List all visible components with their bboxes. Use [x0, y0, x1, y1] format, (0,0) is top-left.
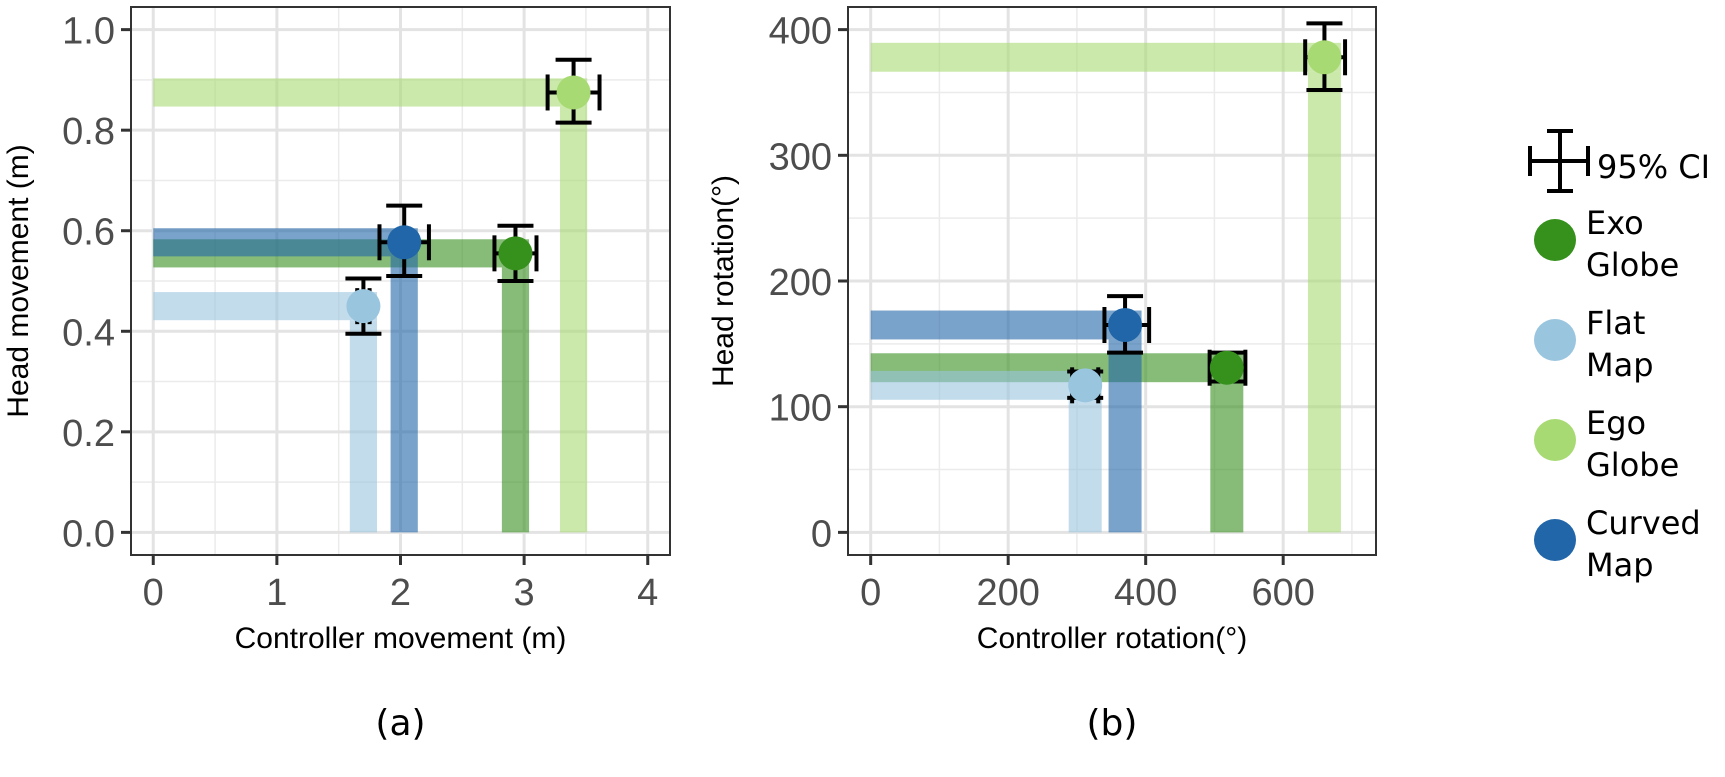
point-exo-globe — [498, 236, 533, 271]
y-tick-label: 100 — [769, 388, 832, 430]
legend-label: Map — [1586, 546, 1654, 584]
y-tick-label: 0.0 — [62, 513, 115, 555]
legend-swatch-exo-globe — [1534, 219, 1576, 261]
band-vertical-exo-globe — [1210, 382, 1244, 533]
y-axis-label: Head movement (m) — [2, 144, 35, 417]
band-horizontal-ego-globe — [870, 42, 1341, 72]
x-tick-label: 600 — [1251, 572, 1314, 614]
x-axis-label: Controller rotation(°) — [977, 622, 1247, 655]
y-tick-label: 1.0 — [62, 11, 115, 53]
legend-label: Ego — [1586, 404, 1646, 442]
legend-swatch-ego-globe — [1534, 419, 1576, 461]
y-tick-label: 0 — [811, 513, 832, 555]
point-exo-globe — [1209, 350, 1244, 385]
y-tick-label: 0.8 — [62, 111, 115, 153]
legend-label: Curved — [1586, 504, 1701, 542]
panel-b: 0 200 400 600 0 100 200 300 400 Controller rotati… — [707, 6, 1377, 744]
x-tick-label: 200 — [976, 572, 1039, 614]
band-horizontal-curved-map — [153, 228, 418, 257]
band-vertical-curved-map — [390, 256, 418, 533]
band-vertical-flat-map — [349, 320, 378, 533]
legend-swatch-curved-map — [1534, 519, 1576, 561]
x-tick-label: 4 — [637, 572, 658, 614]
legend-ci-icon — [1528, 129, 1590, 193]
band-vertical-curved-map — [1108, 339, 1142, 533]
band-vertical-flat-map — [1068, 399, 1102, 533]
y-tick-label: 0.6 — [62, 212, 115, 254]
legend-label: Globe — [1586, 446, 1679, 484]
band-vertical-exo-globe — [501, 267, 530, 533]
legend: 95% CI Exo Globe Flat Map Ego Globe Curved Map — [1528, 129, 1710, 584]
x-tick-label: 0 — [860, 572, 881, 614]
x-tick-label: 0 — [143, 572, 164, 614]
bands — [870, 42, 1341, 533]
y-axis-label: Head rotation(°) — [707, 175, 740, 387]
legend-swatch-flat-map — [1534, 319, 1576, 361]
y-tick-label: 0.2 — [62, 413, 115, 455]
band-horizontal-flat-map — [870, 370, 1102, 400]
errorbar-ego-globe — [545, 57, 602, 125]
point-flat-map — [346, 289, 381, 324]
point-flat-map — [1068, 368, 1103, 403]
x-tick-label: 2 — [390, 572, 411, 614]
points — [345, 57, 602, 336]
point-ego-globe — [556, 75, 591, 110]
y-tick-label: 400 — [769, 11, 832, 53]
legend-label: Flat — [1586, 304, 1645, 342]
point-curved-map — [1108, 307, 1143, 342]
x-tick-label: 400 — [1114, 572, 1177, 614]
band-vertical-ego-globe — [559, 106, 588, 533]
point-curved-map — [387, 225, 422, 260]
band-horizontal-flat-map — [153, 292, 378, 321]
y-tick-label: 0.4 — [62, 312, 115, 354]
x-tick-label: 3 — [514, 572, 535, 614]
legend-label: Globe — [1586, 246, 1679, 284]
points — [1067, 21, 1348, 404]
band-horizontal-ego-globe — [153, 78, 588, 107]
axis-ticks: 0 200 400 600 0 100 200 300 400 — [769, 11, 1315, 614]
panel-label: (a) — [375, 703, 425, 744]
band-vertical-ego-globe — [1307, 71, 1341, 533]
legend-label: Exo — [1586, 204, 1644, 242]
x-tick-label: 1 — [266, 572, 287, 614]
y-tick-label: 200 — [769, 262, 832, 304]
legend-ci-label: 95% CI — [1597, 148, 1710, 186]
band-horizontal-curved-map — [870, 310, 1142, 340]
y-tick-label: 300 — [769, 136, 832, 178]
panel-label: (b) — [1087, 703, 1138, 744]
bands — [153, 78, 588, 533]
axis-ticks: 0 1 2 3 4 0.0 0.2 0.4 0.6 0.8 1.0 — [62, 11, 658, 614]
panel-a: 0 1 2 3 4 0.0 0.2 0.4 0.6 0.8 1.0 Controller moveme… — [2, 6, 671, 744]
x-axis-label: Controller movement (m) — [235, 622, 567, 655]
legend-label: Map — [1586, 346, 1654, 384]
point-ego-globe — [1307, 40, 1342, 75]
